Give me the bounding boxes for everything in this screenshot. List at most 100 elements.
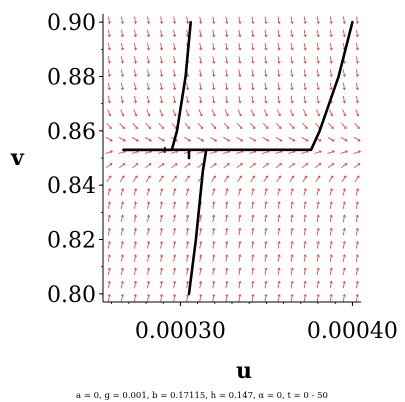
field-arrowhead bbox=[107, 254, 111, 257]
field-arrow-shaft bbox=[144, 150, 152, 154]
field-arrow-shaft bbox=[238, 294, 241, 302]
field-arrow bbox=[133, 241, 137, 249]
x-tick-label: 0.00030 bbox=[135, 319, 226, 344]
field-arrow bbox=[107, 29, 111, 38]
field-arrowhead bbox=[238, 34, 242, 38]
field-arrow bbox=[120, 280, 124, 289]
field-arrow bbox=[238, 267, 242, 276]
field-arrowhead bbox=[225, 293, 229, 297]
field-arrow bbox=[303, 201, 307, 209]
field-arrowhead bbox=[303, 87, 307, 91]
field-arrowhead bbox=[173, 214, 177, 218]
field-arrowhead bbox=[199, 21, 203, 25]
field-arrowhead bbox=[107, 100, 111, 104]
field-arrowhead bbox=[303, 227, 307, 231]
field-arrow-shaft bbox=[212, 268, 215, 276]
field-arrowhead bbox=[355, 61, 359, 64]
field-arrowhead bbox=[133, 61, 137, 64]
field-arrowhead bbox=[148, 163, 152, 166]
field-arrowhead bbox=[238, 74, 242, 77]
field-arrow-shaft bbox=[277, 42, 280, 50]
field-arrow-shaft bbox=[277, 69, 280, 77]
field-arrowhead bbox=[304, 113, 307, 117]
field-arrow bbox=[290, 227, 294, 236]
field-arrow bbox=[212, 293, 216, 302]
field-arrow bbox=[225, 241, 229, 249]
field-arrowhead bbox=[175, 138, 178, 142]
field-arrow bbox=[355, 109, 360, 117]
field-arrow bbox=[236, 163, 243, 169]
field-arrowhead bbox=[264, 188, 268, 191]
field-arrow bbox=[105, 150, 113, 154]
field-arrowhead bbox=[212, 100, 216, 104]
field-arrow-shaft bbox=[197, 137, 204, 142]
field-arrow-shaft bbox=[173, 215, 176, 223]
field-arrowhead bbox=[225, 188, 229, 191]
field-arrowhead bbox=[107, 280, 111, 284]
field-arrow bbox=[263, 123, 269, 129]
field-arrow-shaft bbox=[160, 241, 163, 249]
field-arrow bbox=[353, 163, 361, 169]
field-arrow bbox=[355, 241, 359, 249]
field-arrowhead bbox=[133, 293, 137, 297]
field-arrow bbox=[288, 137, 296, 142]
field-arrow-shaft bbox=[303, 29, 306, 37]
field-arrow-shaft bbox=[290, 95, 293, 103]
field-arrow bbox=[290, 82, 294, 91]
field-arrowhead bbox=[277, 267, 281, 271]
field-arrow bbox=[276, 175, 282, 182]
field-arrow-shaft bbox=[316, 56, 319, 64]
field-arrowhead bbox=[146, 293, 151, 297]
field-arrow bbox=[132, 175, 138, 182]
field-arrowhead bbox=[238, 47, 242, 51]
field-arrow bbox=[329, 56, 333, 64]
field-arrowhead bbox=[279, 163, 282, 166]
field-arrowhead bbox=[159, 100, 164, 104]
field-arrow bbox=[342, 280, 346, 289]
field-arrow-shaft bbox=[340, 137, 348, 142]
field-arrowhead bbox=[146, 214, 151, 218]
field-arrowhead bbox=[212, 74, 216, 77]
field-arrowhead bbox=[173, 227, 177, 231]
field-arrow-shaft bbox=[145, 163, 152, 169]
field-arrow bbox=[107, 69, 111, 77]
field-arrow-shaft bbox=[107, 254, 111, 262]
field-arrowhead bbox=[303, 214, 307, 218]
field-arrow bbox=[212, 56, 216, 64]
field-arrow-shaft bbox=[251, 294, 254, 302]
field-arrowhead bbox=[148, 138, 152, 142]
field-arrow bbox=[264, 201, 268, 209]
field-arrow-shaft bbox=[212, 228, 215, 236]
field-arrowhead bbox=[173, 21, 177, 25]
field-arrowhead bbox=[290, 254, 294, 257]
field-arrow-shaft bbox=[264, 188, 267, 196]
field-arrow-shaft bbox=[329, 201, 332, 209]
field-arrowhead bbox=[146, 227, 151, 231]
field-arrow bbox=[211, 175, 216, 182]
field-arrowhead bbox=[265, 175, 269, 179]
field-arrowhead bbox=[212, 188, 216, 191]
field-arrow bbox=[145, 163, 152, 169]
field-arrow bbox=[212, 16, 216, 25]
field-arrow bbox=[225, 56, 229, 64]
field-arrow-shaft bbox=[134, 268, 137, 276]
field-arrowhead bbox=[120, 267, 124, 271]
field-arrowhead bbox=[329, 293, 333, 297]
field-arrowhead bbox=[146, 47, 151, 51]
field-arrow-shaft bbox=[199, 281, 202, 289]
field-arrowhead bbox=[355, 100, 359, 104]
field-arrowhead bbox=[147, 188, 151, 191]
field-arrow-shaft bbox=[355, 281, 359, 289]
field-arrow-shaft bbox=[290, 241, 293, 249]
field-arrow-shaft bbox=[198, 109, 203, 117]
field-arrow-shaft bbox=[172, 109, 176, 117]
field-arrowhead bbox=[342, 280, 346, 284]
field-arrowhead bbox=[251, 254, 255, 257]
field-arrow bbox=[249, 123, 256, 129]
field-arrow-shaft bbox=[160, 69, 163, 77]
field-arrowhead bbox=[357, 163, 361, 166]
field-arrow-shaft bbox=[225, 69, 228, 77]
field-arrowhead bbox=[329, 188, 333, 191]
field-arrowhead bbox=[290, 201, 294, 205]
field-arrow-shaft bbox=[147, 29, 150, 37]
